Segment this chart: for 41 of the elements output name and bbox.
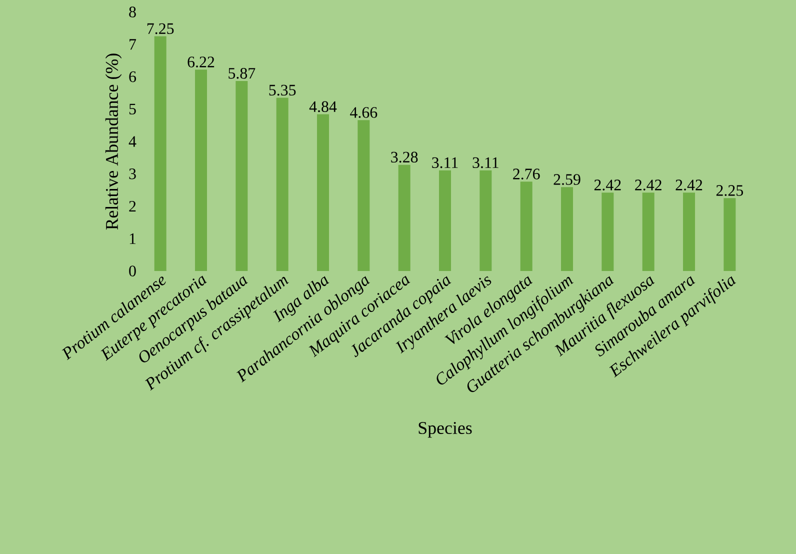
- y-tick-label: 1: [130, 233, 136, 244]
- bar: [602, 192, 614, 271]
- bar: [724, 198, 736, 271]
- data-label: 3.28: [391, 152, 418, 163]
- data-label: 2.25: [716, 185, 743, 196]
- data-label: 4.84: [309, 101, 337, 112]
- bar: [358, 120, 370, 271]
- x-axis-title: Species: [418, 422, 472, 438]
- y-axis-title: Relative Abundance (%): [105, 54, 122, 230]
- y-tick-label: 2: [129, 200, 136, 212]
- data-label: 7.25: [147, 23, 174, 34]
- data-label: 3.11: [432, 157, 458, 168]
- bar: [276, 98, 288, 271]
- y-tick-label: 4: [128, 136, 136, 147]
- data-label: 5.35: [269, 84, 296, 96]
- data-label: 2.42: [635, 180, 662, 190]
- y-tick-label: 0: [129, 266, 136, 276]
- y-tick-label: 5: [129, 104, 136, 114]
- data-label: 2.76: [513, 168, 540, 180]
- bar: [154, 36, 166, 271]
- bar: [480, 170, 492, 271]
- bar: [317, 114, 330, 271]
- data-label: 3.11: [472, 157, 498, 168]
- data-label: 2.59: [554, 174, 580, 185]
- bar: [398, 164, 410, 271]
- bar: [561, 187, 574, 271]
- data-label: 6.22: [188, 56, 214, 68]
- bar: [236, 80, 248, 271]
- y-tick-label: 3: [129, 168, 136, 180]
- y-tick-label: 6: [129, 71, 136, 82]
- bar: [195, 70, 207, 271]
- bar: [520, 182, 532, 271]
- data-label: 2.42: [676, 180, 702, 190]
- data-label: 4.66: [350, 107, 378, 118]
- data-label: 5.87: [228, 68, 256, 79]
- data-label: 2.42: [594, 180, 621, 190]
- bar: [439, 170, 452, 271]
- bar: [683, 192, 696, 271]
- y-tick-label: 8: [129, 6, 136, 18]
- y-tick-label: 7: [130, 39, 136, 50]
- bar: [642, 192, 654, 271]
